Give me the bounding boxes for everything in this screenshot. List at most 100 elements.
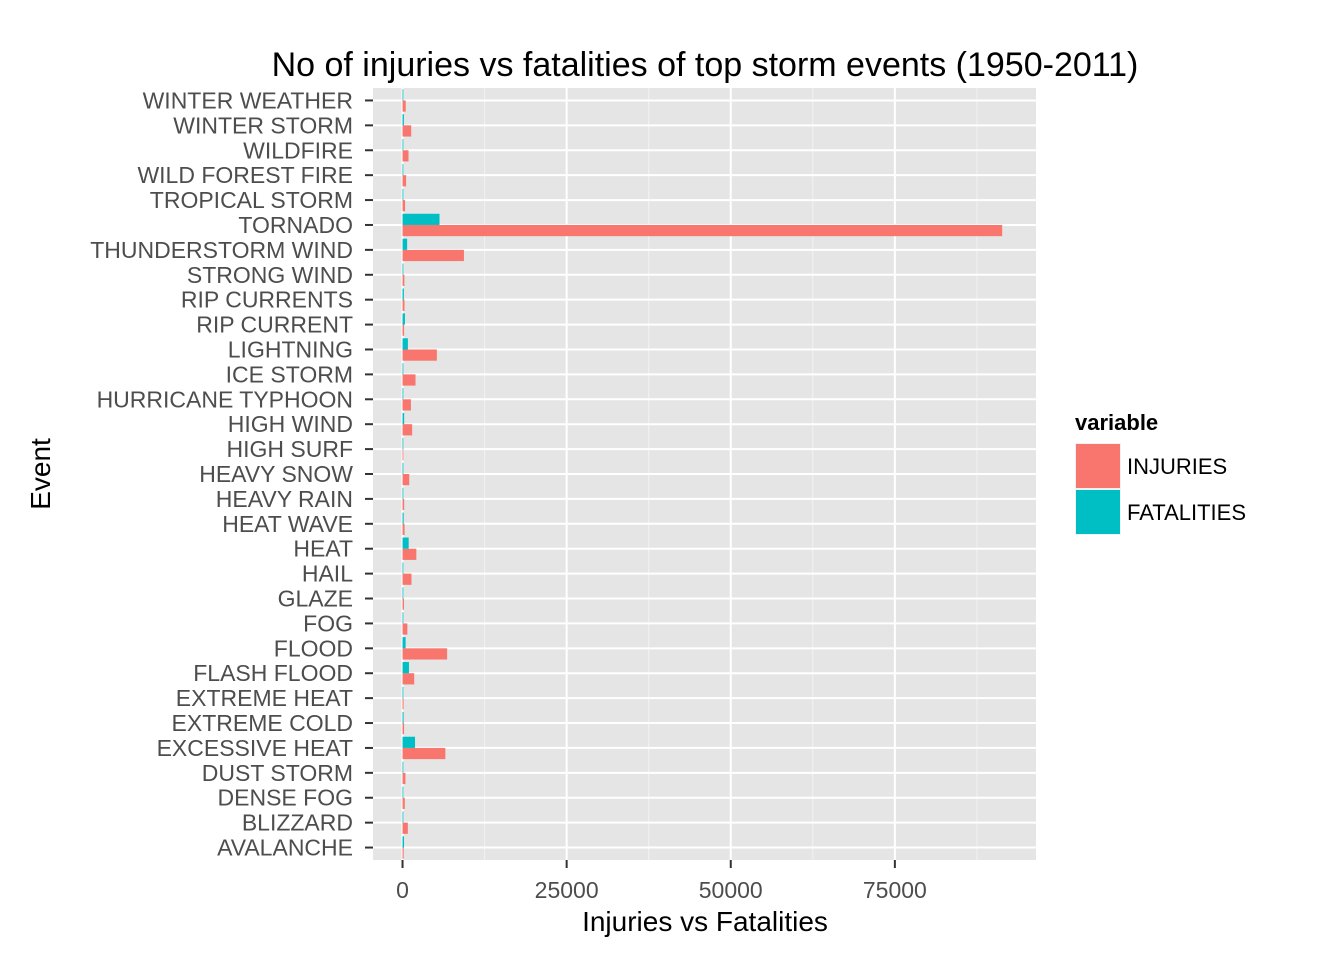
- legend-label-injuries: INJURIES: [1127, 454, 1227, 479]
- bar-injuries-rip-currents: [402, 299, 405, 311]
- bar-injuries-rip-current: [402, 324, 405, 336]
- bar-fatalities-strong-wind: [402, 263, 404, 275]
- bar-fatalities-blizzard: [402, 811, 404, 823]
- y-axis-title: Event: [25, 438, 56, 510]
- y-tick-label: GLAZE: [278, 586, 353, 612]
- bar-fatalities-wild-forest-fire: [402, 163, 404, 176]
- y-tick-label: HIGH SURF: [227, 436, 354, 462]
- bar-fatalities-rip-currents: [402, 288, 404, 300]
- y-tick-label: FLOOD: [274, 635, 353, 661]
- y-tick-label: WILDFIRE: [243, 137, 353, 163]
- y-tick-label: WILD FOREST FIRE: [137, 162, 353, 188]
- bar-injuries-heavy-snow: [402, 474, 410, 486]
- y-tick-label: HEAT WAVE: [222, 511, 353, 537]
- bar-injuries-blizzard: [402, 822, 408, 834]
- bar-fatalities-heat-wave: [402, 512, 404, 524]
- bar-fatalities-high-wind: [402, 412, 405, 425]
- bar-fatalities-heat: [402, 537, 409, 549]
- x-axis-title: Injuries vs Fatalities: [582, 906, 828, 937]
- bar-fatalities-heavy-snow: [402, 462, 404, 474]
- bar-injuries-winter-storm: [402, 125, 412, 137]
- bar-fatalities-extreme-heat: [402, 686, 404, 699]
- bar-injuries-heat-wave: [402, 523, 405, 536]
- y-tick-label: FOG: [303, 610, 353, 636]
- bar-injuries-high-wind: [402, 424, 413, 436]
- y-tick-label: AVALANCHE: [217, 835, 353, 861]
- y-tick-label: HEAT: [293, 536, 353, 562]
- y-tick-label: DENSE FOG: [218, 785, 353, 811]
- bar-fatalities-ice-storm: [402, 363, 404, 375]
- bar-injuries-wildfire: [402, 150, 409, 162]
- bar-fatalities-lightning: [402, 338, 408, 350]
- bar-fatalities-winter-weather: [402, 89, 404, 101]
- legend-swatch-fatalities: [1076, 490, 1120, 534]
- bars: [402, 89, 1003, 859]
- y-tick-label: THUNDERSTORM WIND: [90, 237, 353, 263]
- bar-fatalities-hail: [402, 562, 404, 574]
- y-tick-label: EXCESSIVE HEAT: [157, 735, 353, 761]
- y-tick-label: WINTER STORM: [173, 112, 353, 138]
- y-tick-label: LIGHTNING: [228, 336, 353, 362]
- y-tick-label: EXTREME HEAT: [176, 685, 353, 711]
- bar-injuries-flash-flood: [402, 673, 415, 685]
- bar-fatalities-hurricane-typhoon: [402, 388, 404, 400]
- y-tick-label: EXTREME COLD: [172, 710, 353, 736]
- bar-injuries-dense-fog: [402, 797, 405, 809]
- bar-injuries-dust-storm: [402, 772, 406, 785]
- bar-injuries-extreme-heat: [402, 698, 404, 710]
- y-tick-label: DUST STORM: [202, 760, 353, 786]
- legend-label-fatalities: FATALITIES: [1127, 500, 1246, 525]
- y-tick-label: RIP CURRENTS: [181, 287, 353, 313]
- y-tick-label: ICE STORM: [226, 361, 353, 387]
- y-tick-label: WINTER WEATHER: [143, 87, 353, 113]
- y-tick-label: FLASH FLOOD: [193, 660, 353, 686]
- x-tick-label: 50000: [699, 877, 763, 903]
- bar-injuries-strong-wind: [402, 274, 405, 286]
- y-tick-label: STRONG WIND: [187, 262, 353, 288]
- y-tick-label: RIP CURRENT: [196, 312, 353, 338]
- y-tick-label: TORNADO: [238, 212, 353, 238]
- x-tick-label: 75000: [863, 877, 927, 903]
- bar-injuries-excessive-heat: [402, 747, 446, 760]
- bar-fatalities-dense-fog: [402, 786, 404, 798]
- bar-injuries-fog: [402, 623, 408, 635]
- bar-fatalities-flash-flood: [402, 662, 409, 674]
- bar-fatalities-extreme-cold: [402, 711, 404, 724]
- y-tick-label: HIGH WIND: [228, 411, 353, 437]
- bar-fatalities-winter-storm: [402, 114, 404, 126]
- bar-injuries-ice-storm: [402, 374, 416, 386]
- bar-injuries-wild-forest-fire: [402, 175, 407, 187]
- bar-fatalities-fog: [402, 612, 404, 624]
- bar-injuries-flood: [402, 648, 448, 660]
- bar-injuries-winter-weather: [402, 100, 406, 112]
- bar-fatalities-dust-storm: [402, 761, 404, 773]
- bar-injuries-lightning: [402, 349, 437, 361]
- legend: variable INJURIES FATALITIES: [1075, 410, 1246, 535]
- bar-fatalities-heavy-rain: [402, 487, 404, 499]
- chart-title: No of injuries vs fatalities of top stor…: [272, 46, 1139, 84]
- bar-injuries-thunderstorm-wind: [402, 249, 464, 262]
- y-tick-label: HEAVY RAIN: [216, 486, 353, 512]
- bar-fatalities-excessive-heat: [402, 736, 416, 748]
- legend-title: variable: [1075, 410, 1158, 435]
- bar-injuries-hail: [402, 573, 412, 585]
- x-axis: 0 25000 50000 75000: [396, 860, 927, 903]
- bar-injuries-tornado: [402, 224, 1003, 237]
- y-tick-label: HURRICANE TYPHOON: [97, 386, 353, 412]
- bar-fatalities-avalanche: [402, 836, 405, 848]
- bar-injuries-heat: [402, 548, 417, 560]
- legend-swatch-injuries: [1076, 444, 1120, 488]
- bar-injuries-tropical-storm: [402, 200, 406, 212]
- bar-injuries-avalanche: [402, 847, 404, 859]
- x-tick-label: 0: [396, 877, 409, 903]
- bar-fatalities-tropical-storm: [402, 188, 404, 201]
- bar-fatalities-flood: [402, 637, 406, 649]
- x-tick-label: 25000: [535, 877, 599, 903]
- y-tick-label: HAIL: [302, 561, 353, 587]
- bar-fatalities-high-surf: [402, 437, 404, 450]
- bar-injuries-glaze: [402, 598, 404, 610]
- y-tick-label: BLIZZARD: [242, 810, 353, 836]
- bar-injuries-heavy-rain: [402, 498, 405, 511]
